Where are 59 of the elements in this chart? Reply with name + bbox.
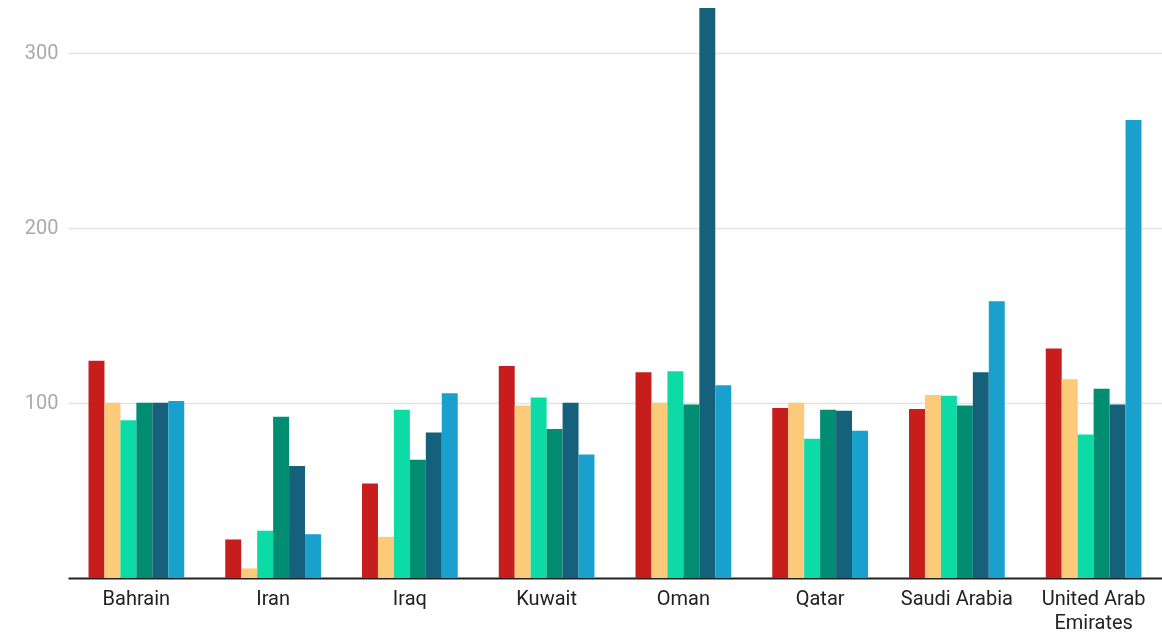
- bar: [804, 438, 821, 578]
- bar: [393, 409, 410, 578]
- x-tick-label: United Arab Emirates: [1041, 585, 1146, 634]
- bar: [257, 530, 274, 578]
- bar: [699, 7, 716, 578]
- bar: [289, 465, 306, 578]
- bar: [530, 397, 547, 578]
- x-tick-label: Qatar: [795, 585, 845, 610]
- bar: [940, 395, 957, 578]
- bar: [441, 393, 458, 578]
- bar: [362, 483, 378, 578]
- bar: [1045, 348, 1062, 578]
- bar: [924, 394, 941, 578]
- y-tick-label: 200: [24, 215, 59, 240]
- x-tick-label: Kuwait: [516, 585, 577, 610]
- bar: [305, 534, 321, 578]
- bar: [498, 366, 515, 578]
- bar: [852, 430, 868, 578]
- bar: [1077, 434, 1094, 578]
- bar: [546, 429, 563, 578]
- bar: [88, 360, 105, 578]
- x-tick-label: Oman: [656, 585, 710, 610]
- x-tick-label: Iran: [256, 585, 290, 610]
- bar: [104, 402, 121, 578]
- bar: [225, 539, 242, 578]
- bar: [988, 301, 1005, 578]
- bar: [909, 408, 925, 578]
- bar: [514, 405, 531, 578]
- bar: [651, 402, 668, 578]
- bar: [715, 385, 732, 578]
- x-tick-label: Saudi Arabia: [900, 585, 1013, 610]
- bar: [635, 372, 652, 578]
- bar: [683, 404, 700, 578]
- bar: [667, 371, 684, 578]
- bar: [788, 402, 805, 578]
- bar: [409, 459, 426, 578]
- bar: [836, 410, 853, 578]
- bar: [772, 408, 789, 578]
- bar: [377, 536, 394, 578]
- bar: [241, 568, 258, 578]
- bar: [820, 409, 837, 578]
- y-tick-label: 300: [24, 40, 59, 65]
- bar: [578, 454, 595, 578]
- bar: [273, 416, 290, 578]
- bar: [152, 402, 169, 578]
- bar: [1125, 119, 1142, 578]
- bar: [425, 432, 442, 578]
- bar: [168, 401, 185, 578]
- x-tick-label: Bahrain: [102, 585, 171, 610]
- bar: [1093, 388, 1110, 578]
- x-tick-label: Iraq: [392, 585, 427, 610]
- y-tick-label: 100: [24, 390, 59, 415]
- bar: [136, 402, 153, 578]
- bar: [120, 420, 137, 578]
- bar: [1061, 379, 1078, 578]
- bar: [972, 372, 989, 578]
- bar: [956, 405, 973, 578]
- bar: [1109, 404, 1126, 578]
- bar: [562, 402, 579, 578]
